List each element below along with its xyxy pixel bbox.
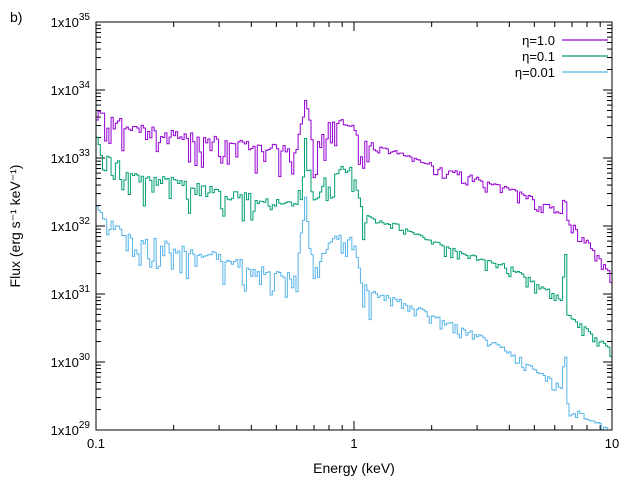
y-tick-exponent: 31 [79, 284, 91, 295]
y-tick-label: 1x1034 [51, 80, 91, 98]
x-tick-label: 0.1 [87, 436, 105, 451]
y-tick-label: 1x1031 [51, 284, 91, 302]
y-tick-base: 1x10 [51, 151, 79, 166]
x-tick-label: 10 [605, 436, 619, 451]
y-tick-label: 1x1033 [51, 148, 91, 166]
x-axis-title: Energy (keV) [313, 460, 395, 476]
y-tick-exponent: 35 [79, 12, 91, 23]
y-tick-exponent: 34 [79, 80, 91, 91]
y-tick-label: 1x1032 [51, 216, 91, 234]
series-line-1 [96, 136, 612, 357]
y-tick-exponent: 33 [79, 148, 91, 159]
series-line-0 [96, 100, 612, 283]
y-tick-base: 1x10 [51, 15, 79, 30]
legend-label: η=0.01 [515, 65, 555, 80]
y-tick-base: 1x10 [51, 219, 79, 234]
legend-label: η=1.0 [522, 33, 555, 48]
y-tick-base: 1x10 [51, 423, 79, 438]
y-tick-exponent: 30 [79, 352, 91, 363]
y-axis-title: Flux (erg s⁻¹ keV⁻¹) [7, 165, 23, 288]
y-tick-label: 1x1029 [51, 420, 91, 438]
y-tick-exponent: 32 [79, 216, 91, 227]
panel-label: b) [10, 9, 22, 25]
y-tick-exponent: 29 [79, 420, 91, 431]
y-tick-base: 1x10 [51, 287, 79, 302]
y-tick-label: 1x1030 [51, 352, 91, 370]
y-tick-label: 1x1035 [51, 12, 91, 30]
plot-frame [95, 21, 613, 431]
x-tick-label: 1 [350, 436, 357, 451]
series-line-2 [96, 196, 612, 431]
y-tick-base: 1x10 [51, 355, 79, 370]
legend-label: η=0.1 [522, 49, 555, 64]
y-tick-base: 1x10 [51, 83, 79, 98]
